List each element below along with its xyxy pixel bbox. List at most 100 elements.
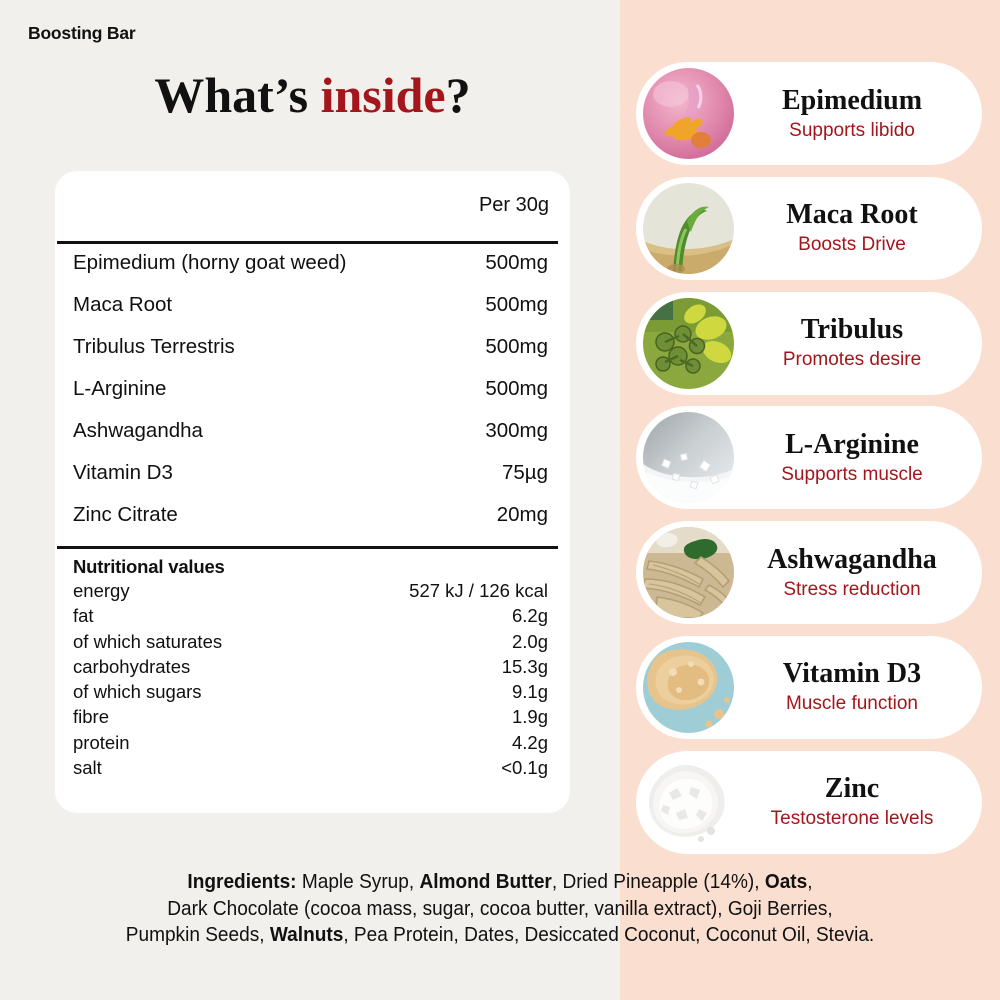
active-ingredients-table: Epimedium (horny goat weed) 500mg Maca Roo…: [55, 251, 570, 545]
benefit-text-block: Epimedium Supports libido: [736, 62, 968, 165]
nutrition-value: 15.3g: [501, 655, 548, 677]
ingredient-amount: 500mg: [485, 251, 548, 274]
benefit-card[interactable]: Maca Root Boosts Drive: [636, 176, 982, 280]
ingredients-line-3-end: , Pea Protein, Dates, Desiccated Coconut…: [343, 923, 875, 946]
benefit-text-block: Zinc Testosterone levels: [736, 751, 968, 854]
table-divider-middle: [57, 546, 558, 549]
ashwagandha-roots-icon: [643, 527, 734, 619]
nutrition-label: carbohydrates: [73, 655, 191, 677]
benefit-card[interactable]: Vitamin D3 Muscle function: [636, 635, 982, 739]
nutrition-value: 527 kJ / 126 kcal: [409, 580, 548, 601]
table-row: Zinc Citrate 20mg: [55, 503, 570, 545]
nutrition-value: 2.0g: [511, 630, 548, 652]
nutrition-panel: Per 30g Epimedium (horny goat weed) 500mg…: [55, 171, 570, 813]
nutrition-row: of which saturates 2.0g: [73, 631, 548, 656]
nutrition-row: fibre 1.9g: [73, 706, 548, 731]
ingredients-bold-walnuts: Walnuts: [269, 923, 344, 946]
nutrition-row: of which sugars 9.1g: [73, 681, 548, 706]
nutrition-row: carbohydrates 15.3g: [73, 656, 548, 681]
nutrition-value: <0.1g: [501, 757, 548, 779]
ingredients-line-1-mid: , Dried Pineapple (14%),: [551, 870, 765, 893]
ingredient-name: Zinc Citrate: [73, 503, 178, 526]
ingredient-amount: 500mg: [485, 335, 548, 358]
benefit-text-block: Maca Root Boosts Drive: [736, 177, 968, 280]
table-row: L-Arginine 500mg: [55, 377, 570, 419]
benefit-subtitle: Supports libido: [789, 119, 915, 141]
nutrition-label: energy: [73, 580, 130, 601]
benefit-subtitle: Promotes desire: [782, 349, 922, 371]
ingredient-amount: 300mg: [485, 419, 548, 442]
benefit-text-block: Ashwagandha Stress reduction: [736, 521, 968, 624]
nutrition-label: protein: [73, 731, 130, 753]
table-row: Maca Root 500mg: [55, 293, 570, 335]
ingredients-bold-oats: Oats: [764, 870, 808, 893]
nutritional-values-title: Nutritional values: [73, 556, 225, 577]
benefit-text-block: L-Arginine Supports muscle: [736, 406, 968, 509]
benefit-card[interactable]: L-Arginine Supports muscle: [636, 406, 982, 510]
benefit-text-block: Vitamin D3 Muscle function: [736, 636, 968, 739]
nutrition-value: 9.1g: [511, 681, 548, 703]
ingredients-line-2: Dark Chocolate (cocoa mass, sugar, cocoa…: [167, 896, 833, 920]
nutrition-label: fibre: [73, 706, 109, 728]
table-row: Tribulus Terrestris 500mg: [55, 335, 570, 377]
ingredients-label: Ingredients:: [187, 870, 297, 893]
benefit-name: Epimedium: [781, 84, 923, 116]
ingredient-name: Epimedium (horny goat weed): [73, 251, 347, 274]
benefit-subtitle: Stress reduction: [783, 578, 921, 600]
benefit-name: Vitamin D3: [782, 658, 922, 690]
ingredient-amount: 20mg: [496, 503, 548, 526]
nutrition-value: 1.9g: [511, 706, 548, 728]
page-title-accent: inside: [320, 67, 446, 123]
nutrition-row: energy 527 kJ / 126 kcal: [73, 580, 548, 605]
nutritional-values-section: Nutritional values energy 527 kJ / 126 kc…: [55, 556, 570, 782]
nutrition-label: salt: [73, 757, 102, 779]
ingredients-line-3-start: Pumpkin Seeds,: [125, 923, 270, 946]
nutrition-label: fat: [73, 605, 94, 627]
ingredient-name: L-Arginine: [73, 377, 167, 400]
benefit-card[interactable]: Zinc Testosterone levels: [636, 750, 982, 854]
ingredient-amount: 500mg: [485, 377, 548, 400]
nutrition-row: fat 6.2g: [73, 605, 548, 630]
benefit-card-list: Epimedium Supports libido Maca Root Boosts …: [636, 62, 982, 866]
ingredients-line-3: Pumpkin Seeds, Walnuts, Pea Protein, Dat…: [35, 922, 965, 949]
tribulus-plant-icon: [643, 297, 734, 389]
benefit-name: Maca Root: [786, 199, 918, 231]
benefit-name: L-Arginine: [785, 428, 919, 460]
table-divider-top: [57, 241, 558, 244]
brand-label: Boosting Bar: [28, 23, 136, 43]
ingredient-name: Tribulus Terrestris: [73, 335, 235, 358]
benefit-text-block: Tribulus Promotes desire: [736, 292, 968, 395]
maca-root-sprout-icon: [643, 182, 734, 274]
ingredient-amount: 75µg: [501, 461, 548, 484]
table-row: Epimedium (horny goat weed) 500mg: [55, 251, 570, 293]
vitamin-d3-powder-icon: [643, 641, 734, 733]
page-title: What’s inside?: [55, 66, 570, 124]
ingredients-line-1-end: ,: [807, 870, 813, 893]
ingredient-name: Maca Root: [73, 293, 173, 316]
nutritional-values-table: energy 527 kJ / 126 kcal fat 6.2g of which s…: [73, 580, 548, 782]
table-row: Vitamin D3 75µg: [55, 461, 570, 503]
page-title-part-1: What’s: [154, 67, 321, 123]
benefit-name: Ashwagandha: [767, 543, 937, 575]
nutrition-label: of which sugars: [73, 681, 202, 703]
ingredients-bold-almond-butter: Almond Butter: [419, 870, 552, 893]
page-title-part-3: ?: [445, 67, 471, 123]
benefit-subtitle: Muscle function: [785, 693, 918, 715]
benefit-subtitle: Boosts Drive: [798, 234, 906, 256]
zinc-powder-icon: [643, 756, 734, 848]
nutrition-value: 6.2g: [511, 605, 548, 627]
benefit-card[interactable]: Ashwagandha Stress reduction: [636, 521, 982, 625]
ingredient-amount: 500mg: [485, 293, 548, 316]
benefit-name: Zinc: [824, 773, 880, 805]
nutrition-value: 4.2g: [511, 731, 548, 753]
ingredients-line-1: Ingredients: Maple Syrup, Almond Butter,…: [35, 869, 965, 896]
benefit-name: Tribulus: [800, 314, 904, 346]
nutrition-label: of which saturates: [73, 630, 223, 652]
ingredient-name: Ashwagandha: [73, 419, 203, 442]
benefit-card[interactable]: Tribulus Promotes desire: [636, 291, 982, 395]
benefit-card[interactable]: Epimedium Supports libido: [636, 62, 982, 165]
nutrition-row: protein 4.2g: [73, 732, 548, 757]
benefit-subtitle: Testosterone levels: [770, 808, 934, 830]
nutrition-row: salt <0.1g: [73, 757, 548, 782]
epimedium-flower-icon: [643, 68, 734, 159]
